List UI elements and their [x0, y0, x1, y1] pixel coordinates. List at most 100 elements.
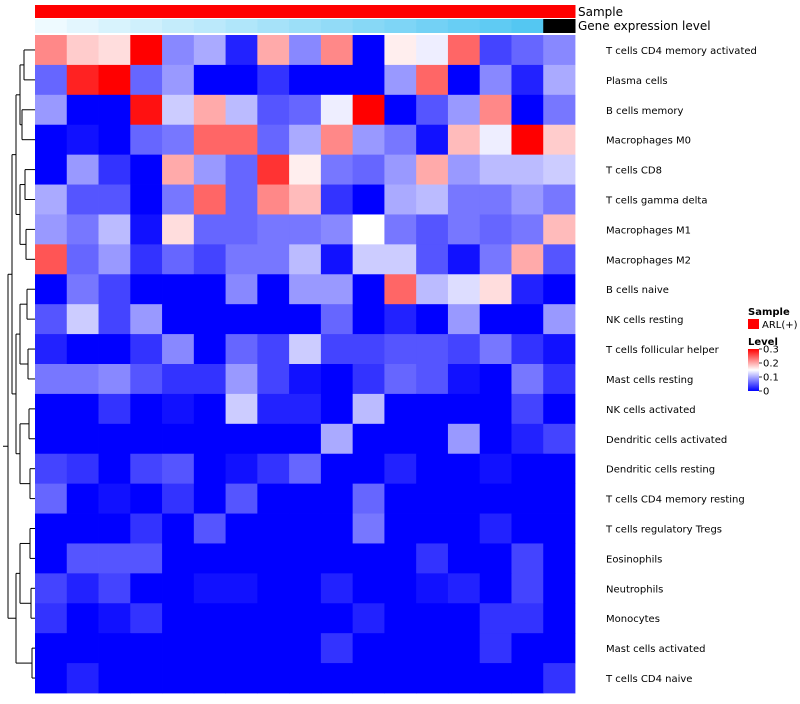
heatmap-cell [257, 154, 290, 185]
sample-annotation-cell [225, 5, 258, 18]
heatmap-cell [479, 124, 512, 156]
heatmap-cell [352, 154, 385, 185]
row-dendrogram [3, 49, 35, 679]
heatmap-cell [130, 244, 163, 275]
heatmap-cell [416, 124, 449, 156]
heatmap-cell [352, 543, 385, 574]
heatmap-cell [416, 603, 449, 634]
heatmap-cell [511, 64, 544, 96]
heatmap-cell [130, 154, 163, 185]
heatmap-cell [162, 663, 195, 694]
heatmap-cell [320, 304, 354, 335]
heatmap-cell [225, 184, 258, 215]
heatmap-cell [289, 304, 322, 335]
heatmap-cell [352, 453, 385, 485]
sample-annotation-cell [193, 5, 227, 18]
heatmap-cell [98, 603, 131, 634]
sample-annotation-cell [416, 5, 449, 18]
heatmap-cell [352, 334, 385, 365]
heatmap-cell [320, 274, 354, 305]
heatmap-cell [130, 573, 163, 604]
heatmap-cell [35, 184, 68, 215]
row-label: B cells memory [606, 106, 683, 117]
gene-expression-annotation-cell [66, 19, 100, 33]
row-label: T cells CD4 memory resting [605, 495, 745, 506]
gene-expression-annotation-cell [416, 19, 449, 33]
heatmap-cell [289, 543, 322, 574]
heatmap-cell [98, 244, 131, 275]
heatmap-cell [384, 214, 417, 245]
heatmap-cell [130, 633, 163, 664]
heatmap-cell [479, 364, 512, 395]
heatmap-cell [543, 35, 576, 66]
heatmap-cell [543, 244, 576, 275]
heatmap-cell [447, 94, 481, 126]
heatmap-cell [225, 64, 258, 96]
heatmap-cell [352, 513, 385, 544]
heatmap-cell [225, 423, 258, 455]
heatmap-cell [225, 124, 258, 156]
heatmap-cell [193, 35, 226, 66]
heatmap-cell [35, 393, 68, 425]
heatmap-cell [162, 453, 195, 485]
heatmap-cell [98, 35, 131, 66]
heatmap-cell [416, 35, 449, 66]
heatmap-cell [384, 513, 417, 544]
heatmap-cell [479, 423, 512, 455]
heatmap-cell [130, 513, 163, 544]
row-label: Monocytes [606, 614, 660, 625]
heatmap-cell [130, 543, 163, 574]
heatmap-cell [289, 633, 322, 664]
heatmap-cell [511, 184, 544, 215]
heatmap-cell [511, 633, 544, 664]
heatmap-cell [511, 274, 544, 305]
heatmap-cell [162, 64, 195, 96]
heatmap-cell [384, 334, 417, 365]
row-label: B cells naive [606, 285, 669, 296]
heatmap-cell [511, 334, 544, 365]
heatmap-cell [511, 154, 544, 185]
heatmap-cell [66, 573, 99, 604]
heatmap-cell [447, 603, 481, 634]
heatmap-cell [257, 573, 290, 604]
heatmap-cell [384, 364, 417, 395]
heatmap-cell [193, 603, 226, 634]
heatmap-cell [193, 244, 226, 275]
heatmap-cell [66, 603, 99, 634]
heatmap-cell [543, 573, 576, 604]
heatmap-cell [384, 64, 417, 96]
heatmap-cell [35, 334, 68, 365]
heatmap-cell [130, 184, 163, 215]
heatmap-cell [320, 513, 354, 544]
heatmap-cell [289, 184, 322, 215]
heatmap-cell [257, 603, 290, 634]
heatmap-cell [66, 663, 99, 694]
heatmap-cell [479, 483, 512, 514]
heatmap-cell [257, 274, 290, 305]
heatmap-cell [289, 214, 322, 245]
heatmap-cell [35, 423, 68, 455]
heatmap-cell [130, 663, 163, 694]
gene-expression-annotation-cell [384, 19, 417, 33]
heatmap-cell [35, 573, 68, 604]
sample-annotation-cell [352, 5, 385, 18]
annotation-label-sample: Sample [578, 5, 623, 19]
heatmap-cell [35, 453, 68, 485]
heatmap-cell [98, 304, 131, 335]
heatmap-cell [66, 364, 99, 395]
heatmap-cell [511, 393, 544, 425]
heatmap-cell [320, 423, 354, 455]
heatmap-cell [543, 274, 576, 305]
legend: Sample ARL(+) Level 0.3 0.2 0.1 0 [748, 307, 798, 398]
heatmap-cell [162, 423, 195, 455]
heatmap-cell [225, 304, 258, 335]
heatmap-cell [225, 483, 258, 514]
heatmap-cell [384, 633, 417, 664]
heatmap-cell [352, 393, 385, 425]
heatmap-cell [225, 274, 258, 305]
heatmap-cell [543, 483, 576, 514]
heatmap-cell [225, 573, 258, 604]
heatmap-cell [447, 35, 481, 66]
sample-annotation-cell [98, 5, 131, 18]
heatmap-cell [225, 453, 258, 485]
